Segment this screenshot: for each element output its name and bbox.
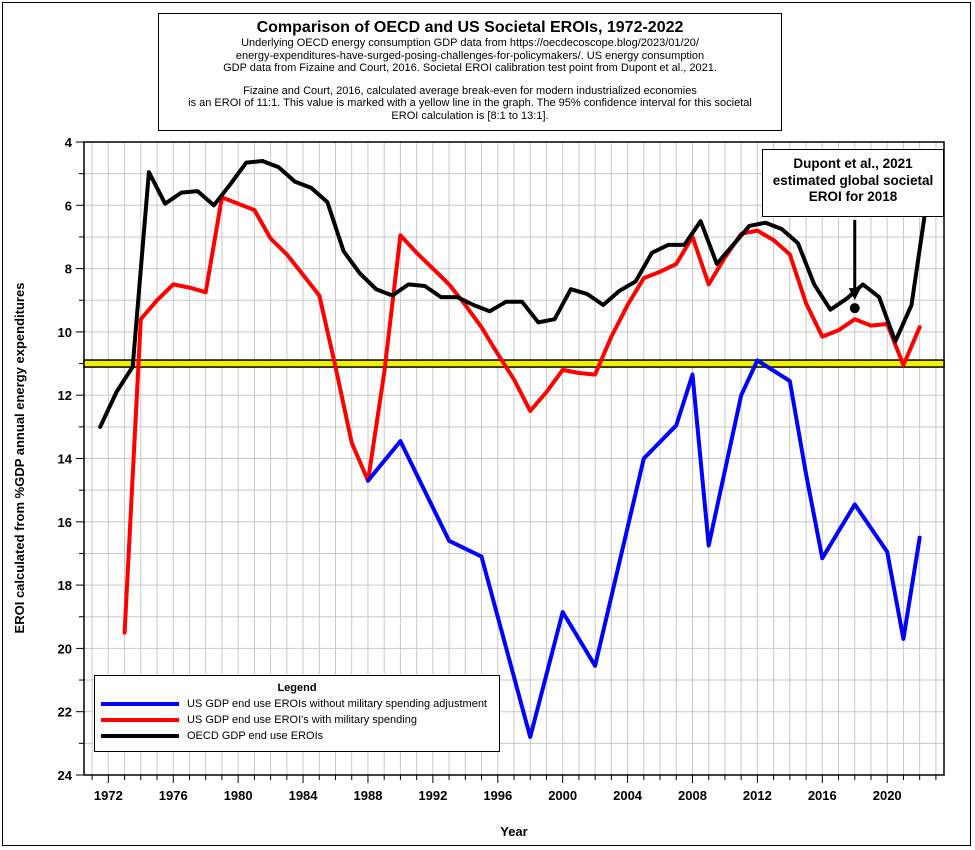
x-tick-label: 2004 bbox=[613, 788, 643, 803]
legend-swatch-red bbox=[101, 718, 179, 722]
source-note-line: GDP data from Fizaine and Court, 2016. S… bbox=[223, 62, 717, 74]
x-tick-label: 1992 bbox=[418, 788, 447, 803]
x-tick-label: 2000 bbox=[548, 788, 577, 803]
annotation-line: Dupont et al., 2021 bbox=[793, 156, 913, 171]
plot-area-border bbox=[83, 141, 945, 776]
annotation-line: estimated global societal bbox=[772, 172, 934, 188]
series-line-us-no-military bbox=[366, 358, 922, 739]
x-tick-label: 2012 bbox=[743, 788, 772, 803]
title-box: Comparison of OECD and US Societal EROIs… bbox=[158, 13, 782, 131]
x-tick-label: 1972 bbox=[94, 788, 123, 803]
x-tick-label: 1984 bbox=[289, 788, 319, 803]
source-note-line: Underlying OECD energy consumption GDP d… bbox=[241, 37, 699, 49]
breakeven-note-line: Fizaine and Court, 2016, calculated aver… bbox=[243, 84, 697, 97]
legend-label: US GDP end use EROI's with military spen… bbox=[187, 714, 417, 726]
legend-item-us-no-military: US GDP end use EROIs without military sp… bbox=[101, 696, 487, 712]
breakeven-note-line: is an EROI of 11:1. This value is marked… bbox=[188, 97, 752, 109]
legend-label: OECD GDP end use EROIs bbox=[187, 730, 324, 742]
source-note-line: energy-expenditures-have-surged-posing-c… bbox=[235, 49, 705, 62]
x-tick-label: 1988 bbox=[354, 788, 383, 803]
legend-item-oecd: OECD GDP end use EROIs bbox=[101, 728, 323, 744]
y-tick-label: 10 bbox=[58, 325, 72, 340]
x-tick-label: 1976 bbox=[159, 788, 188, 803]
tick-labels: 1972 1976 1980 1984 1988 1992 1996 2000 2004 2008… bbox=[58, 135, 902, 803]
x-axis-label: Year bbox=[500, 824, 527, 839]
y-tick-label: 8 bbox=[65, 262, 72, 277]
x-tick-label: 2016 bbox=[808, 788, 837, 803]
legend: Legend US GDP end use EROIs without mili… bbox=[94, 675, 500, 752]
series-line-oecd bbox=[98, 159, 927, 429]
y-tick-label: 4 bbox=[65, 135, 73, 150]
x-tick-label: 1980 bbox=[224, 788, 253, 803]
legend-label: US GDP end use EROIs without military sp… bbox=[187, 698, 487, 710]
y-tick-label: 18 bbox=[58, 578, 72, 593]
annotation-line: EROI for 2018 bbox=[808, 189, 898, 204]
chart-title: Comparison of OECD and US Societal EROIs… bbox=[256, 19, 684, 36]
y-tick-label: 24 bbox=[58, 768, 73, 783]
annotation-arrow-head bbox=[848, 288, 861, 301]
reference-line-breakeven bbox=[83, 359, 945, 368]
legend-swatch-black bbox=[101, 734, 179, 738]
series-line-us-military bbox=[122, 195, 922, 635]
reference-line-group bbox=[83, 359, 945, 368]
legend-item-us-military: US GDP end use EROI's with military spen… bbox=[101, 712, 417, 728]
dupont-point bbox=[849, 303, 860, 314]
dupont-annotation-box: Dupont et al., 2021 estimated global soc… bbox=[762, 149, 944, 217]
y-tick-label: 16 bbox=[58, 515, 72, 530]
x-tick-label: 2008 bbox=[678, 788, 707, 803]
annotation-arrow-group bbox=[848, 220, 861, 314]
y-axis-label: EROI calculated from %GDP annual energy … bbox=[12, 283, 27, 634]
legend-swatch-blue bbox=[101, 702, 179, 706]
legend-title: Legend bbox=[277, 682, 317, 694]
breakeven-note-line: EROI calculation is [8:1 to 13:1]. bbox=[391, 109, 549, 122]
y-tick-label: 12 bbox=[58, 388, 72, 403]
x-tick-label: 1996 bbox=[483, 788, 512, 803]
series-group bbox=[98, 159, 927, 739]
y-tick-label: 6 bbox=[65, 198, 72, 213]
y-tick-label: 20 bbox=[58, 641, 72, 656]
y-tick-label: 22 bbox=[58, 705, 72, 720]
x-tick-label: 2020 bbox=[873, 788, 902, 803]
y-tick-label: 14 bbox=[58, 452, 73, 467]
